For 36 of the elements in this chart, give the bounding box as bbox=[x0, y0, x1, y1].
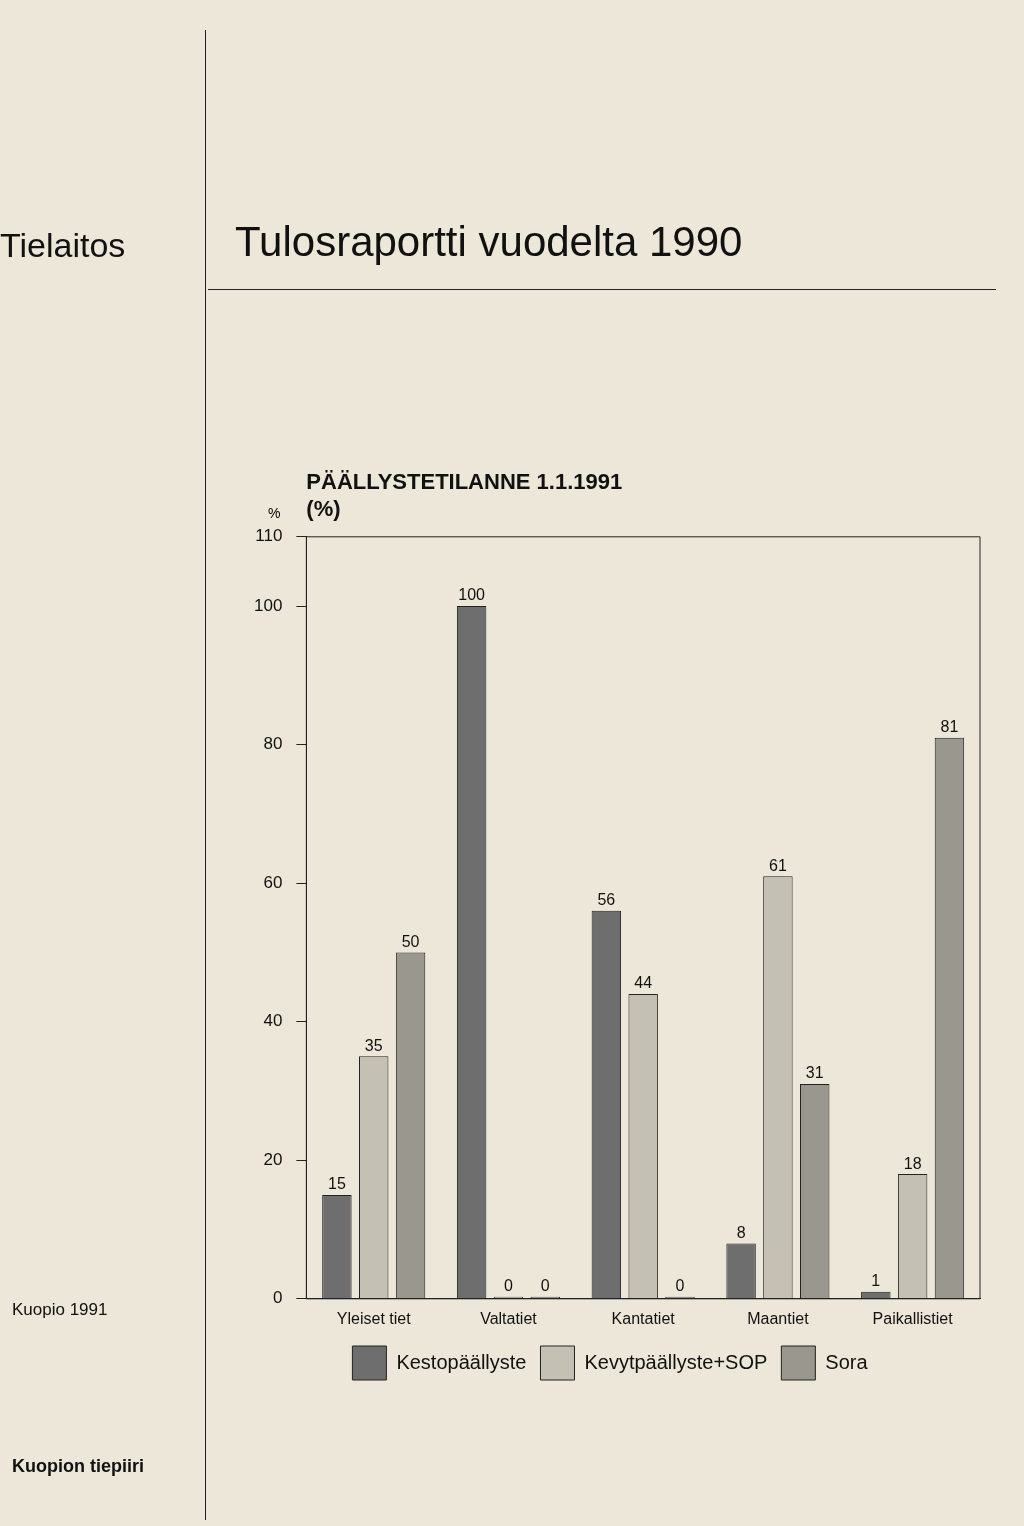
y-tick-label: 40 bbox=[263, 1011, 283, 1031]
legend-label: Kestopäällyste bbox=[396, 1350, 527, 1373]
legend-label: Kevytpäällyste+SOP bbox=[584, 1350, 768, 1373]
legend-label: Sora bbox=[825, 1350, 869, 1373]
x-tick-label: Valtatiet bbox=[480, 1309, 538, 1327]
data-label: 15 bbox=[328, 1175, 346, 1193]
y-tick-label: 110 bbox=[255, 526, 283, 546]
data-label: 100 bbox=[458, 586, 486, 604]
x-tick-label: Maantiet bbox=[747, 1309, 810, 1327]
data-label: 0 bbox=[504, 1277, 513, 1295]
x-tick-label: Paikallistiet bbox=[872, 1309, 954, 1327]
y-tick-label: 80 bbox=[263, 734, 283, 754]
data-label: 18 bbox=[903, 1154, 922, 1172]
y-tick-label: 20 bbox=[263, 1149, 283, 1169]
data-label: 0 bbox=[675, 1277, 685, 1295]
chart-title: Tulosraportti vuodelta 1990 bbox=[235, 218, 743, 266]
x-tick-label: Yleiset tiet bbox=[336, 1309, 412, 1327]
data-label: 35 bbox=[364, 1036, 383, 1054]
data-label: 1 bbox=[871, 1272, 881, 1290]
data-label: 8 bbox=[736, 1223, 746, 1241]
chart-subtitle: PÄÄLLYSTETILANNE 1.1.1991 (%) bbox=[306, 469, 623, 521]
data-label: 61 bbox=[769, 856, 787, 874]
x-tick-label: Kantatiet bbox=[611, 1309, 676, 1327]
data-label: 44 bbox=[634, 974, 653, 992]
y-tick-label: 60 bbox=[263, 872, 283, 892]
data-label: 50 bbox=[401, 932, 420, 950]
text: Kuopion tiepiiri bbox=[12, 1456, 144, 1477]
data-label: 0 bbox=[540, 1277, 550, 1295]
y-tick-label: 0 bbox=[272, 1288, 283, 1308]
text: Kuopio 1991 bbox=[12, 1300, 108, 1320]
data-label: 81 bbox=[940, 718, 959, 736]
text: Tielaitos bbox=[0, 226, 126, 265]
data-label: 56 bbox=[597, 891, 616, 909]
data-label: 31 bbox=[805, 1064, 824, 1082]
y-tick-label: 100 bbox=[253, 595, 283, 615]
y-axis-title: % bbox=[268, 505, 281, 521]
